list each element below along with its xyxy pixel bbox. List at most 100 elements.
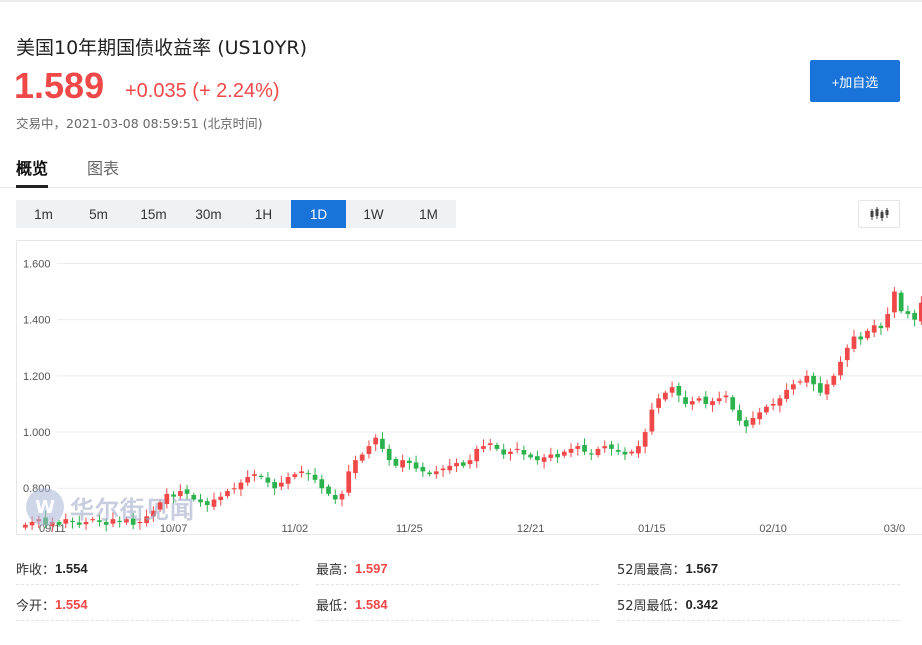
candle-body	[252, 474, 257, 476]
candle-body	[615, 450, 621, 452]
candle-body	[319, 479, 325, 489]
period-15m[interactable]: 15m	[140, 206, 167, 222]
candle-body	[885, 314, 891, 328]
candle-body	[326, 486, 331, 494]
candle-body	[723, 395, 729, 398]
candle-body	[797, 381, 803, 383]
chart-type-button[interactable]	[858, 200, 900, 228]
candle-body	[912, 312, 917, 320]
stat-open: 今开： 1.554	[16, 588, 299, 621]
watermark-logo: W 华尔街见闻	[26, 488, 195, 526]
candle-body	[265, 477, 271, 483]
x-tick-label: 01/15	[638, 523, 666, 535]
candle-body	[231, 488, 237, 490]
candle-body	[245, 477, 251, 483]
candle-body	[157, 502, 163, 510]
candle-body	[467, 460, 473, 465]
candle-body	[656, 398, 661, 408]
candle-body	[460, 462, 466, 466]
candle-body	[373, 437, 379, 445]
candle-body	[359, 454, 365, 461]
stat-prev-close: 昨收： 1.554	[16, 552, 299, 585]
candle-body	[669, 387, 675, 393]
candle-body	[191, 494, 197, 500]
candle-body	[636, 446, 641, 454]
stat-high: 最高： 1.597	[316, 552, 599, 585]
candle-body	[272, 482, 277, 489]
candle-body	[501, 449, 507, 455]
candlestick-icon	[870, 207, 889, 221]
candle-body	[528, 454, 533, 458]
candle-body	[743, 420, 749, 427]
candle-body	[198, 499, 203, 503]
candle-body	[292, 474, 298, 477]
y-tick-label: 1.200	[23, 371, 51, 383]
candle-body	[824, 384, 830, 395]
candle-body	[703, 396, 709, 404]
tab-bar: 概览 图表	[0, 150, 922, 188]
candle-body	[56, 521, 62, 525]
candle-body	[568, 448, 574, 453]
period-1w[interactable]: 1W	[363, 206, 384, 222]
period-1m[interactable]: 1m	[34, 206, 53, 222]
candle-body	[831, 375, 837, 385]
candle-body	[164, 493, 170, 504]
candle-body	[595, 448, 601, 456]
period-1d[interactable]: 1D	[291, 200, 346, 228]
candle-body	[70, 520, 75, 522]
candle-body	[521, 450, 527, 455]
tab-chart[interactable]: 图表	[87, 159, 120, 178]
stat-low: 最低： 1.584	[316, 588, 599, 621]
candle-body	[63, 519, 69, 524]
candle-body	[898, 292, 904, 312]
instrument-title: 美国10年期国债收益率 (US10YR)	[16, 37, 307, 59]
candle-body	[366, 446, 372, 454]
candle-body	[784, 389, 789, 399]
period-1h[interactable]: 1H	[254, 206, 273, 222]
candle-body	[811, 375, 816, 385]
candle-body	[23, 524, 28, 528]
candle-body	[171, 494, 176, 497]
candle-body	[629, 451, 635, 454]
candle-body	[29, 521, 35, 526]
tab-overview[interactable]: 概览	[16, 155, 49, 188]
candle-body	[258, 475, 264, 477]
candle-body	[285, 477, 291, 484]
candle-body	[386, 448, 392, 461]
period-30m[interactable]: 30m	[195, 206, 222, 222]
candle-body	[124, 519, 129, 523]
candle-body	[400, 460, 405, 468]
candle-body	[177, 491, 183, 497]
candle-body	[508, 451, 513, 454]
candle-body	[642, 432, 648, 447]
candle-body	[103, 521, 109, 525]
price-chart[interactable]: 1.6001.4001.2001.0000.80009/1110/0711/02…	[16, 240, 922, 535]
candle-body	[225, 491, 230, 497]
candle-body	[676, 385, 682, 396]
candle-body	[433, 471, 439, 475]
candle-body	[144, 516, 149, 524]
candle-body	[83, 521, 89, 525]
candle-body	[871, 325, 877, 333]
stat-52w-low: 52周最低： 0.342	[617, 588, 900, 621]
candle-body	[90, 519, 96, 521]
add-watchlist-button[interactable]: +加自选	[810, 60, 900, 102]
candle-body	[817, 383, 823, 393]
candle-body	[494, 444, 500, 449]
period-1mo[interactable]: 1M	[419, 206, 438, 222]
candle-body	[716, 398, 722, 402]
candle-body	[184, 489, 190, 494]
candle-body	[346, 471, 352, 493]
trading-status: 交易中，2021-03-08 08:59:51 (北京时间)	[16, 116, 263, 131]
candle-body	[440, 468, 446, 471]
period-5m[interactable]: 5m	[89, 206, 108, 222]
candle-body	[851, 336, 857, 349]
candle-body	[689, 401, 695, 405]
candle-body	[137, 521, 143, 524]
candle-body	[575, 446, 581, 449]
candle-body	[339, 493, 345, 500]
candle-body	[332, 494, 338, 500]
y-tick-label: 1.600	[23, 258, 51, 270]
candle-body	[481, 446, 486, 449]
candle-body	[279, 482, 284, 487]
